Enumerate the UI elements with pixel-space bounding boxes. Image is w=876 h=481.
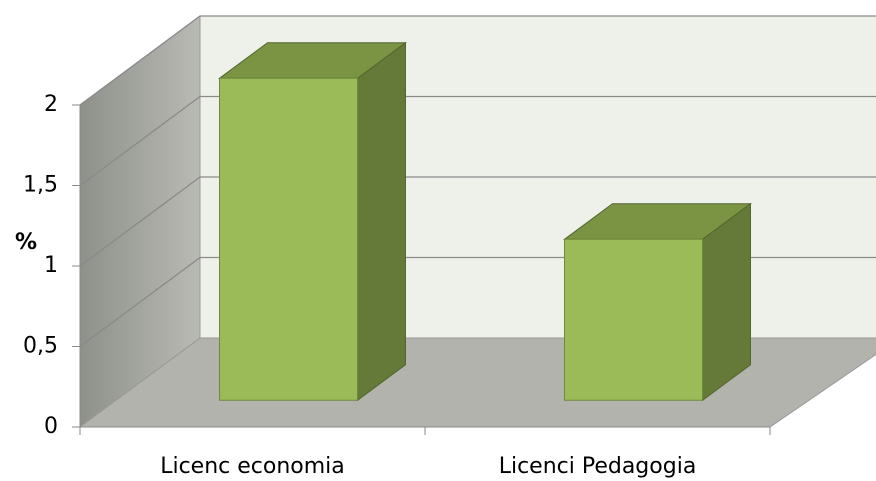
bar-front [564, 238, 703, 401]
y-tick-label: 2 [44, 92, 58, 117]
grid-line [79, 176, 876, 267]
x-tick-label: Licenci Pedagogia [499, 454, 697, 479]
y-tick-label: 1,5 [23, 173, 58, 198]
x-tick-label: Licenc economia [160, 454, 345, 479]
y-axis-label: % [15, 230, 37, 255]
floor [78, 337, 876, 428]
y-tick-label: 0,5 [23, 334, 58, 359]
bars [217, 41, 753, 402]
y-tick-label: 0 [44, 414, 58, 439]
bar-side [357, 41, 406, 402]
bar-front [219, 77, 358, 401]
walls [78, 15, 876, 428]
bar [217, 41, 408, 402]
grid-line [79, 95, 876, 187]
y-tick-label: 1 [44, 253, 58, 278]
grid-line [79, 15, 876, 106]
bar [562, 202, 753, 402]
